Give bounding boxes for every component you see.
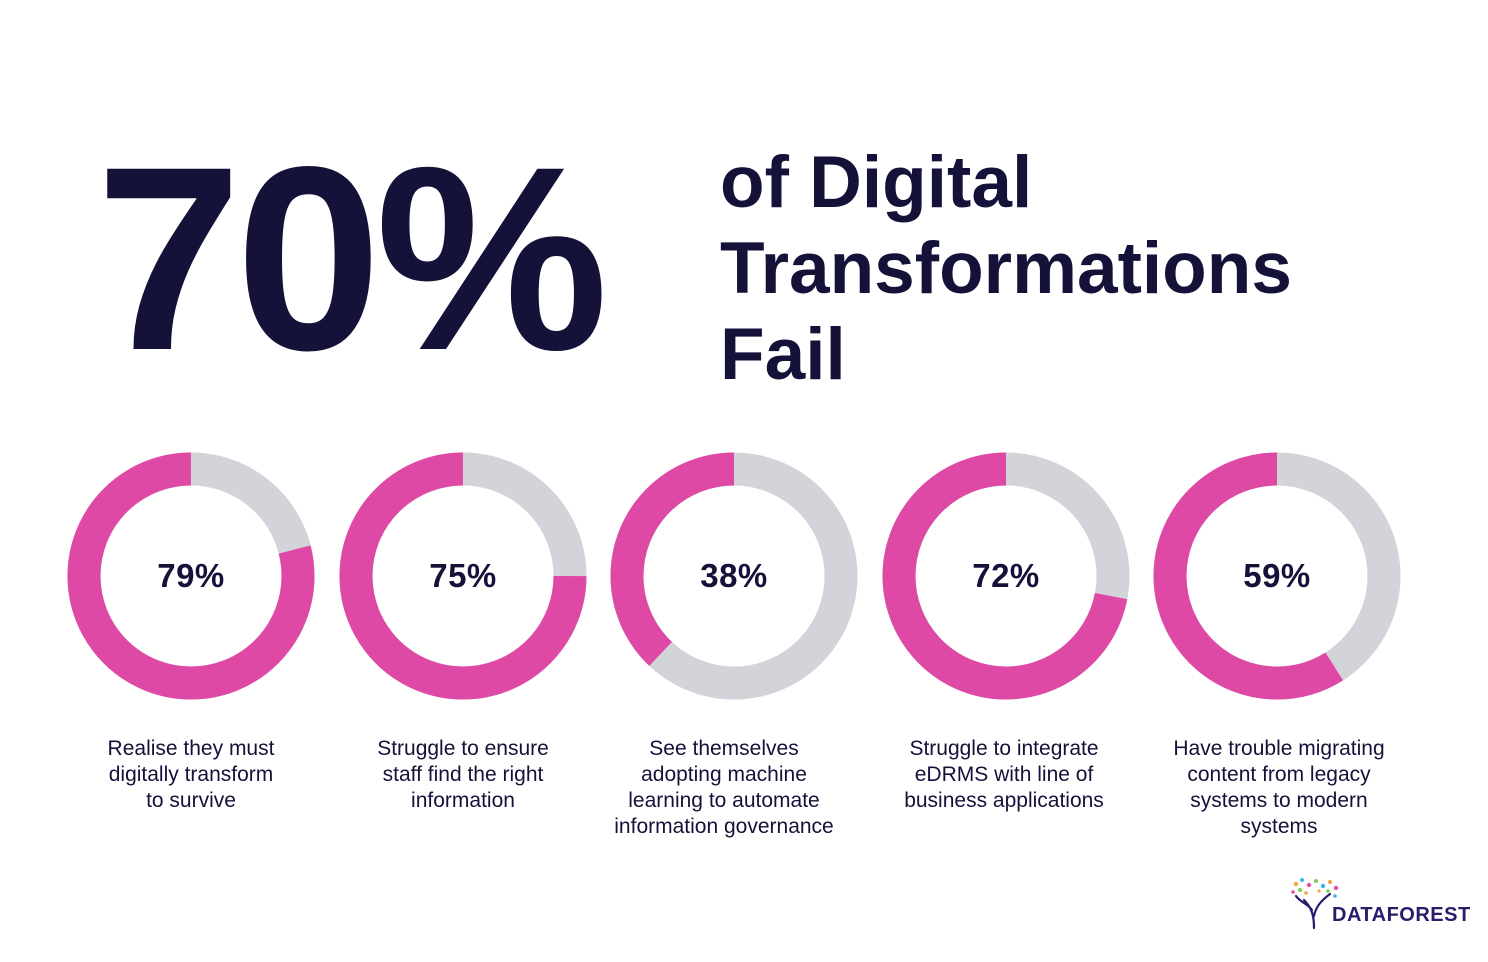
donut-caption: Struggle to integrate eDRMS with line of…	[864, 736, 1144, 814]
donut-chart: 38%	[610, 452, 858, 700]
donut-arc	[610, 452, 858, 700]
donut-caption-line: business applications	[904, 789, 1104, 812]
donut-caption-line: content from legacy	[1187, 763, 1371, 786]
donut-caption: Have trouble migrating content from lega…	[1139, 736, 1419, 840]
donut-caption-line: digitally transform	[108, 763, 274, 786]
donut-arc	[339, 452, 587, 700]
headline-caption-line: Transformations	[720, 228, 1292, 309]
donut-arc	[67, 452, 315, 700]
donut-svg	[67, 452, 315, 700]
donut-value-label: 72%	[972, 557, 1040, 594]
donut-value-label: 75%	[429, 557, 497, 594]
donut-chart: 79%	[67, 452, 315, 700]
logo-text: DATAFOREST	[1332, 904, 1471, 926]
dataforest-logo: DATAFOREST	[1290, 876, 1470, 932]
donut-svg	[339, 452, 587, 700]
headline-percentage: 70%	[96, 112, 608, 405]
donut-svg	[882, 452, 1130, 700]
tree-logo-icon	[1291, 878, 1339, 930]
donut-caption: Struggle to ensure staff find the right …	[323, 736, 603, 814]
donut-caption-line: See themselves	[649, 737, 799, 760]
donut-caption-line: adopting machine	[641, 763, 807, 786]
donut-value-label: 38%	[700, 557, 768, 594]
donut-caption-line: to survive	[146, 789, 236, 812]
donut-caption-line: staff find the right	[382, 763, 544, 786]
donut-caption-line: Struggle to ensure	[377, 737, 549, 760]
donut-caption-line: information governance	[614, 815, 834, 838]
donut-svg	[1153, 452, 1401, 700]
donut-caption: Realise they must digitally transform to…	[51, 736, 331, 814]
headline-caption-line: of Digital	[720, 142, 1033, 223]
donut-svg	[610, 452, 858, 700]
donut-chart: 75%	[339, 452, 587, 700]
donut-caption-line: systems to modern	[1190, 789, 1368, 812]
donut-caption-line: learning to automate	[628, 789, 820, 812]
headline-caption-line: Fail	[720, 314, 846, 395]
headline-caption: of Digital Transformations Fail	[720, 140, 1440, 398]
donut-caption-line: eDRMS with line of	[914, 763, 1094, 786]
donut-caption-line: Realise they must	[107, 737, 275, 760]
donut-value-label: 79%	[157, 557, 225, 594]
donut-caption-line: Have trouble migrating	[1173, 737, 1385, 760]
donut-arc	[882, 452, 1130, 700]
donut-caption-line: information	[411, 789, 515, 812]
donut-caption: See themselves adopting machine learning…	[584, 736, 864, 840]
donut-chart: 72%	[882, 452, 1130, 700]
donut-value-label: 59%	[1243, 557, 1311, 594]
donut-arc	[1153, 452, 1401, 700]
donut-caption-line: systems	[1240, 815, 1318, 838]
donut-chart: 59%	[1153, 452, 1401, 700]
donut-caption-line: Struggle to integrate	[909, 737, 1099, 760]
